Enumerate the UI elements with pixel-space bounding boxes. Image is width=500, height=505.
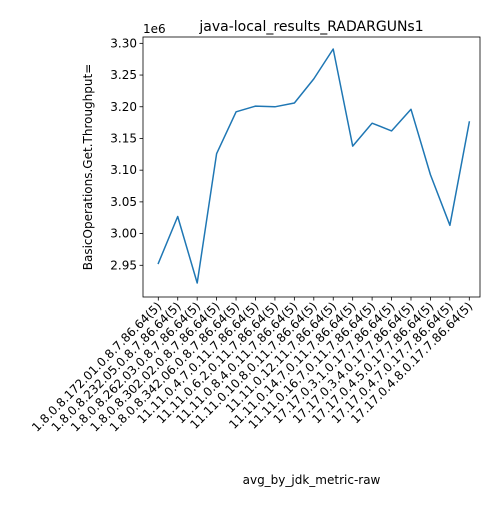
y-tick-label: 3.00 (110, 227, 137, 241)
y-tick-label: 2.95 (110, 258, 137, 272)
chart-title: java-local_results_RADARGUNs1 (198, 19, 423, 35)
y-tick-label: 3.25 (110, 68, 137, 82)
y-tick-label: 3.30 (110, 36, 137, 50)
y-offset-label: 1e6 (143, 22, 166, 36)
series-line (157, 48, 471, 284)
y-tick-label: 3.10 (110, 163, 137, 177)
y-axis-label: BasicOperations.Get.Throughput= (81, 64, 95, 271)
y-tick-label: 3.20 (110, 100, 137, 114)
y-tick-label: 3.15 (110, 131, 137, 145)
y-tick-label: 3.05 (110, 195, 137, 209)
x-axis-label: avg_by_jdk_metric-raw (243, 473, 381, 487)
plot-frame (142, 36, 481, 298)
plot-area: 2.953.003.053.103.153.203.253.301.8.0.8.… (29, 36, 475, 434)
